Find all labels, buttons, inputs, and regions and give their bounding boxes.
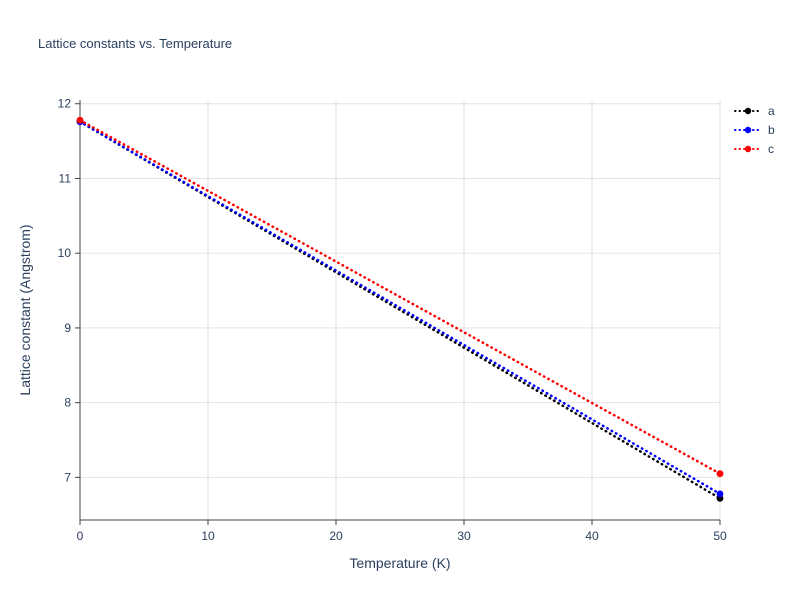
y-tick-label: 11 [59, 171, 72, 185]
y-tick-label: 9 [64, 321, 71, 335]
y-tick-label: 8 [64, 396, 71, 410]
x-tick-label: 30 [457, 529, 471, 543]
series-marker-c [76, 116, 84, 124]
legend-label-c: c [768, 142, 774, 156]
chart-title: Lattice constants vs. Temperature [38, 36, 233, 51]
legend-label-b: b [768, 123, 775, 137]
legend-item-b[interactable]: b [733, 122, 775, 138]
y-tick-label: 10 [58, 246, 72, 260]
x-tick-label: 10 [201, 529, 215, 543]
legend-item-a[interactable]: a [733, 103, 775, 119]
series-line-c [78, 118, 722, 475]
series-marker-c [716, 470, 724, 478]
y-axis-title: Lattice constant (Angstrom) [17, 224, 33, 396]
gridlines [80, 100, 721, 520]
series-line-a [78, 120, 722, 500]
x-tick-label: 0 [77, 529, 84, 543]
series-line-b [78, 120, 722, 496]
series-lines [76, 116, 724, 502]
x-axis-title: Temperature (K) [349, 555, 451, 571]
x-tick-label: 40 [585, 529, 599, 543]
x-tick-label: 50 [713, 529, 727, 543]
x-tick-label: 20 [329, 529, 343, 543]
y-tick-label: 7 [64, 470, 71, 484]
legend-swatch-a [734, 107, 762, 115]
legend-swatch-b [734, 126, 762, 134]
y-tick-label: 12 [58, 97, 72, 111]
legend-label-a: a [768, 104, 775, 118]
legend-item-c[interactable]: c [733, 141, 775, 157]
legend-swatch-c [734, 145, 762, 153]
series-marker-b [716, 490, 724, 498]
axes: 0 10 20 30 40 50 7 8 9 10 11 12 [58, 97, 727, 543]
